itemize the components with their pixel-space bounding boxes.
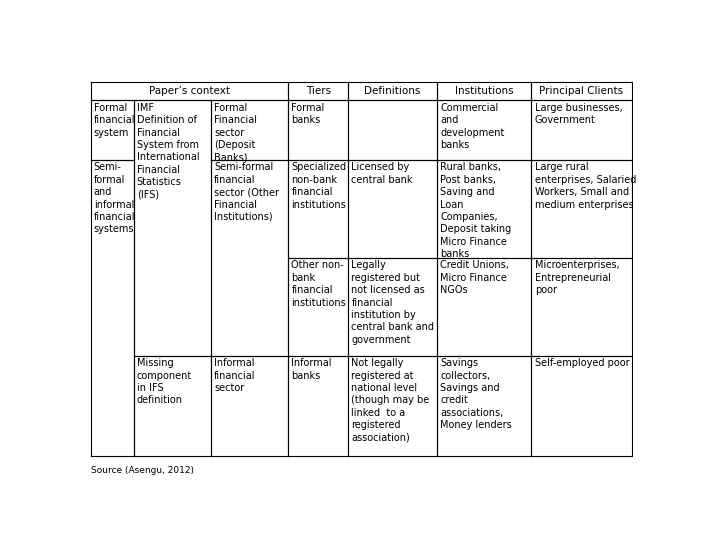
Text: IMF
Definition of
Financial
System from
International
Financial
Statistics
(IFS): IMF Definition of Financial System from … — [137, 103, 200, 200]
Text: Tiers: Tiers — [306, 87, 330, 96]
Text: Principal Clients: Principal Clients — [539, 87, 624, 96]
Text: Other non-
bank
financial
institutions: Other non- bank financial institutions — [291, 260, 346, 307]
Text: Self-employed poor: Self-employed poor — [535, 358, 629, 368]
Text: Rural banks,
Post banks,
Saving and
Loan
Companies,
Deposit taking
Micro Finance: Rural banks, Post banks, Saving and Loan… — [440, 162, 512, 259]
Text: Specialized
non-bank
financial
institutions: Specialized non-bank financial instituti… — [291, 162, 347, 209]
Text: Large rural
enterprises, Salaried
Workers, Small and
medium enterprises: Large rural enterprises, Salaried Worker… — [535, 162, 636, 209]
Text: Informal
financial
sector: Informal financial sector — [214, 358, 256, 393]
Text: Credit Unions,
Micro Finance
NGOs: Credit Unions, Micro Finance NGOs — [440, 260, 509, 295]
Text: Licensed by
central bank: Licensed by central bank — [352, 162, 413, 185]
Text: Commercial
and
development
banks: Commercial and development banks — [440, 103, 505, 150]
Text: Definitions: Definitions — [364, 87, 421, 96]
Text: Missing
component
in IFS
definition: Missing component in IFS definition — [137, 358, 192, 406]
Text: Not legally
registered at
national level
(though may be
linked  to a
registered
: Not legally registered at national level… — [352, 358, 430, 443]
Text: Paper’s context: Paper’s context — [149, 87, 230, 96]
Text: Large businesses,
Government: Large businesses, Government — [535, 103, 622, 125]
Text: Formal
financial
system: Formal financial system — [94, 103, 136, 137]
Text: Semi-
formal
and
informal
financial
systems: Semi- formal and informal financial syst… — [94, 162, 136, 234]
Text: Microenterprises,
Entrepreneurial
poor: Microenterprises, Entrepreneurial poor — [535, 260, 619, 295]
Text: Formal
Financial
sector
(Deposit
Banks): Formal Financial sector (Deposit Banks) — [214, 103, 257, 162]
Text: Formal
banks: Formal banks — [291, 103, 325, 125]
Text: Source (Asengu, 2012): Source (Asengu, 2012) — [91, 466, 193, 475]
Text: Legally
registered but
not licensed as
financial
institution by
central bank and: Legally registered but not licensed as f… — [352, 260, 434, 345]
Text: Semi-formal
financial
sector (Other
Financial
Institutions): Semi-formal financial sector (Other Fina… — [214, 162, 279, 222]
Text: Savings
collectors,
Savings and
credit
associations,
Money lenders: Savings collectors, Savings and credit a… — [440, 358, 512, 430]
Text: Informal
banks: Informal banks — [291, 358, 332, 381]
Text: Institutions: Institutions — [455, 87, 513, 96]
